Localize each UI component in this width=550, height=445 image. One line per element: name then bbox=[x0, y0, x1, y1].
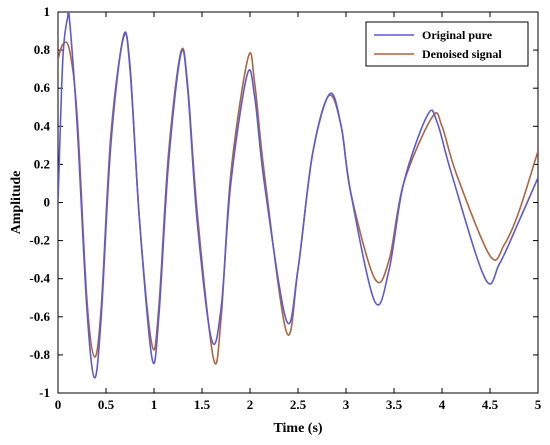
x-tick-label: 4.5 bbox=[482, 397, 499, 412]
legend-box bbox=[365, 21, 529, 67]
x-axis-title: Time (s) bbox=[273, 421, 322, 436]
y-tick-label: -0.4 bbox=[29, 271, 50, 286]
x-tick-label: 3 bbox=[343, 397, 350, 412]
y-tick-label: -0.2 bbox=[29, 233, 50, 248]
y-tick-label: 0 bbox=[44, 195, 51, 210]
x-tick-label: 0 bbox=[55, 397, 62, 412]
x-tick-label: 0.5 bbox=[98, 397, 115, 412]
series-line-original-pure bbox=[58, 12, 538, 379]
y-tick-label: -0.6 bbox=[29, 309, 50, 324]
y-tick-label: -1 bbox=[39, 385, 50, 400]
legend-label: Original pure bbox=[422, 28, 493, 42]
y-tick-label: -0.8 bbox=[29, 347, 50, 362]
y-tick-label: 1 bbox=[44, 4, 51, 19]
x-tick-label: 1.5 bbox=[194, 397, 211, 412]
y-tick-label: 0.8 bbox=[34, 42, 51, 57]
x-tick-label: 4 bbox=[439, 397, 446, 412]
x-tick-label: 3.5 bbox=[386, 397, 403, 412]
y-tick-label: 0.2 bbox=[34, 156, 50, 171]
x-tick-label: 1 bbox=[151, 397, 158, 412]
y-axis-title: Amplitude bbox=[9, 171, 24, 235]
series-line-denoised-signal bbox=[58, 32, 538, 365]
x-tick-label: 5 bbox=[535, 397, 542, 412]
legend-label: Denoised signal bbox=[422, 47, 502, 61]
y-tick-label: 0.6 bbox=[34, 80, 51, 95]
x-tick-label: 2 bbox=[247, 397, 254, 412]
x-tick-label: 2.5 bbox=[290, 397, 307, 412]
y-tick-label: 0.4 bbox=[34, 118, 51, 133]
